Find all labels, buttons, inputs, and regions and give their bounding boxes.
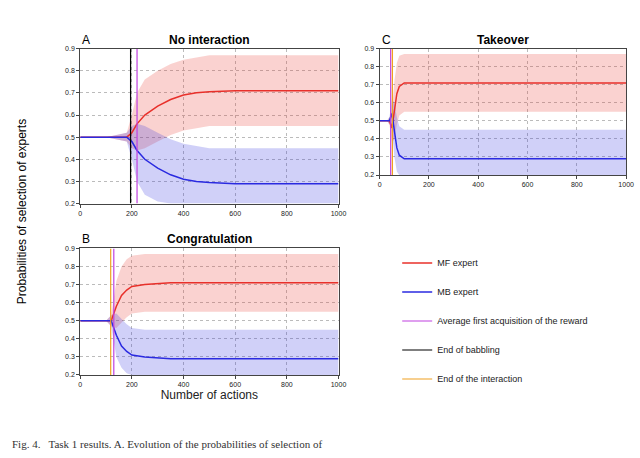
svg-text:0.5: 0.5 [364, 117, 374, 124]
svg-text:Number of actions: Number of actions [161, 388, 258, 402]
svg-text:0.4: 0.4 [65, 156, 75, 163]
svg-text:0.8: 0.8 [364, 63, 374, 70]
svg-text:0.7: 0.7 [65, 281, 75, 288]
svg-text:0.6: 0.6 [364, 99, 374, 106]
svg-text:0.9: 0.9 [65, 245, 75, 252]
svg-text:1000: 1000 [618, 181, 634, 188]
svg-text:0.7: 0.7 [65, 89, 75, 96]
svg-text:1000: 1000 [331, 381, 347, 388]
svg-text:0.4: 0.4 [364, 135, 374, 142]
svg-text:600: 600 [229, 210, 241, 217]
svg-text:0.9: 0.9 [364, 45, 374, 52]
svg-text:800: 800 [571, 181, 583, 188]
svg-text:No interaction: No interaction [169, 33, 250, 47]
svg-text:800: 800 [281, 381, 293, 388]
svg-text:Fig. 4. Task 1 results. A. E: Fig. 4. Task 1 results. A. Evolution of … [12, 438, 322, 450]
svg-text:0.3: 0.3 [65, 178, 75, 185]
svg-text:0.4: 0.4 [65, 335, 75, 342]
svg-text:0.6: 0.6 [65, 111, 75, 118]
svg-text:0: 0 [78, 210, 82, 217]
svg-text:B: B [82, 232, 90, 246]
svg-text:600: 600 [522, 181, 534, 188]
svg-text:0.3: 0.3 [65, 353, 75, 360]
svg-text:Congratulation: Congratulation [167, 232, 252, 246]
svg-text:200: 200 [423, 181, 435, 188]
svg-text:1000: 1000 [331, 210, 347, 217]
svg-text:MF expert: MF expert [437, 258, 478, 268]
svg-text:MB expert: MB expert [437, 287, 479, 297]
svg-text:800: 800 [281, 210, 293, 217]
svg-text:End of the interaction: End of the interaction [437, 374, 522, 384]
svg-text:400: 400 [178, 381, 190, 388]
svg-text:0: 0 [78, 381, 82, 388]
svg-text:0.9: 0.9 [65, 45, 75, 52]
svg-text:200: 200 [126, 210, 138, 217]
svg-text:C: C [382, 33, 391, 47]
svg-text:0.2: 0.2 [364, 171, 374, 178]
svg-text:0.8: 0.8 [65, 263, 75, 270]
svg-text:400: 400 [178, 210, 190, 217]
svg-text:0.2: 0.2 [65, 200, 75, 207]
svg-text:End of babbling: End of babbling [437, 345, 500, 355]
svg-text:0.2: 0.2 [65, 371, 75, 378]
svg-text:0.8: 0.8 [65, 67, 75, 74]
svg-text:200: 200 [126, 381, 138, 388]
svg-text:0: 0 [378, 181, 382, 188]
svg-text:Takeover: Takeover [477, 33, 529, 47]
svg-text:0.3: 0.3 [364, 153, 374, 160]
svg-text:0.5: 0.5 [65, 134, 75, 141]
svg-text:Probabilities of selection of: Probabilities of selection of experts [15, 119, 29, 304]
svg-text:400: 400 [472, 181, 484, 188]
svg-text:0.6: 0.6 [65, 299, 75, 306]
svg-text:Average first acquisition of t: Average first acquisition of the reward [437, 316, 587, 326]
svg-text:600: 600 [229, 381, 241, 388]
svg-text:0.7: 0.7 [364, 81, 374, 88]
svg-text:A: A [82, 33, 90, 47]
svg-text:0.5: 0.5 [65, 317, 75, 324]
